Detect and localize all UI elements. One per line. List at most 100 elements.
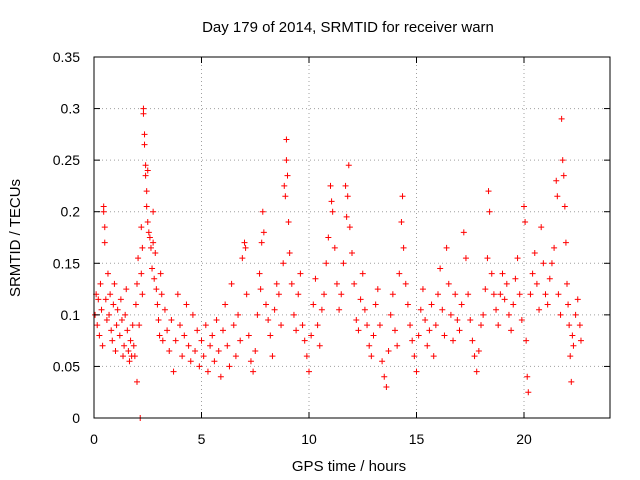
- data-point: [129, 322, 136, 329]
- data-point: [562, 239, 569, 246]
- data-point: [288, 280, 295, 287]
- data-point: [368, 353, 375, 360]
- data-point: [538, 224, 545, 231]
- data-point: [338, 291, 345, 298]
- data-point: [139, 244, 146, 251]
- data-point: [99, 342, 106, 349]
- data-point: [164, 327, 171, 334]
- data-point: [157, 270, 164, 277]
- data-point: [398, 219, 405, 226]
- data-point: [351, 280, 358, 287]
- data-point: [432, 322, 439, 329]
- y-tick-label: 0.15: [53, 255, 80, 271]
- data-point: [155, 317, 162, 324]
- data-point: [250, 368, 257, 375]
- data-point: [424, 342, 431, 349]
- data-point: [124, 327, 131, 334]
- data-point: [283, 136, 290, 143]
- data-point: [400, 244, 407, 251]
- data-point: [152, 249, 159, 256]
- data-point: [366, 342, 373, 349]
- data-point: [531, 249, 538, 256]
- y-tick-label: 0.2: [61, 204, 81, 220]
- data-point: [265, 317, 272, 324]
- data-point: [131, 353, 138, 360]
- data-point: [471, 353, 478, 360]
- data-point: [156, 332, 163, 339]
- data-point: [123, 286, 130, 293]
- data-point: [454, 317, 461, 324]
- data-point: [508, 327, 515, 334]
- data-point: [344, 193, 351, 200]
- data-point: [308, 332, 315, 339]
- y-tick-label: 0.1: [61, 307, 81, 323]
- data-point: [462, 255, 469, 262]
- data-point: [546, 275, 553, 282]
- data-point: [364, 322, 371, 329]
- x-tick-label: 10: [301, 431, 317, 447]
- data-point: [281, 182, 288, 189]
- data-point: [138, 270, 145, 277]
- data-point: [316, 342, 323, 349]
- data-point: [260, 229, 267, 236]
- data-point: [569, 332, 576, 339]
- data-point: [181, 332, 188, 339]
- data-point: [154, 301, 161, 308]
- data-point: [134, 378, 140, 385]
- data-point: [560, 172, 567, 179]
- data-point: [283, 157, 290, 164]
- data-point: [456, 327, 463, 334]
- data-point: [374, 286, 381, 293]
- data-point: [112, 347, 119, 354]
- data-point: [529, 270, 536, 277]
- data-point: [130, 342, 137, 349]
- data-point: [153, 286, 160, 293]
- data-point: [314, 322, 321, 329]
- data-point: [122, 311, 129, 318]
- y-tick-label: 0: [72, 410, 80, 426]
- data-point: [158, 291, 165, 298]
- data-point: [445, 280, 452, 287]
- x-tick-label: 15: [409, 431, 425, 447]
- data-point: [321, 291, 328, 298]
- data-point: [516, 291, 523, 298]
- data-point: [310, 301, 317, 308]
- data-point: [110, 301, 117, 308]
- data-point: [441, 332, 448, 339]
- data-points: [92, 105, 584, 421]
- data-point: [564, 280, 570, 287]
- data-point: [125, 347, 132, 354]
- data-point: [512, 275, 519, 282]
- data-point: [228, 280, 235, 287]
- data-point: [407, 322, 414, 329]
- data-point: [242, 244, 249, 251]
- data-point: [514, 255, 521, 262]
- data-point: [136, 322, 143, 329]
- data-point: [437, 265, 444, 272]
- data-point: [278, 322, 285, 329]
- data-point: [98, 306, 105, 313]
- data-point: [118, 317, 125, 324]
- data-point: [357, 296, 364, 303]
- data-point: [333, 280, 340, 287]
- data-point: [376, 322, 383, 329]
- data-point: [183, 301, 190, 308]
- data-point: [297, 270, 304, 277]
- data-point: [355, 327, 362, 334]
- data-point: [544, 301, 551, 308]
- data-point: [142, 172, 149, 179]
- data-point: [327, 182, 334, 189]
- data-point: [574, 296, 581, 303]
- data-point: [559, 157, 566, 164]
- data-point: [101, 224, 108, 231]
- data-point: [331, 244, 338, 251]
- data-point: [495, 322, 502, 329]
- data-point: [107, 291, 114, 298]
- data-point: [565, 301, 572, 308]
- data-point: [486, 208, 493, 215]
- data-point: [510, 301, 517, 308]
- data-point: [443, 244, 450, 251]
- data-point: [467, 317, 474, 324]
- data-point: [482, 286, 489, 293]
